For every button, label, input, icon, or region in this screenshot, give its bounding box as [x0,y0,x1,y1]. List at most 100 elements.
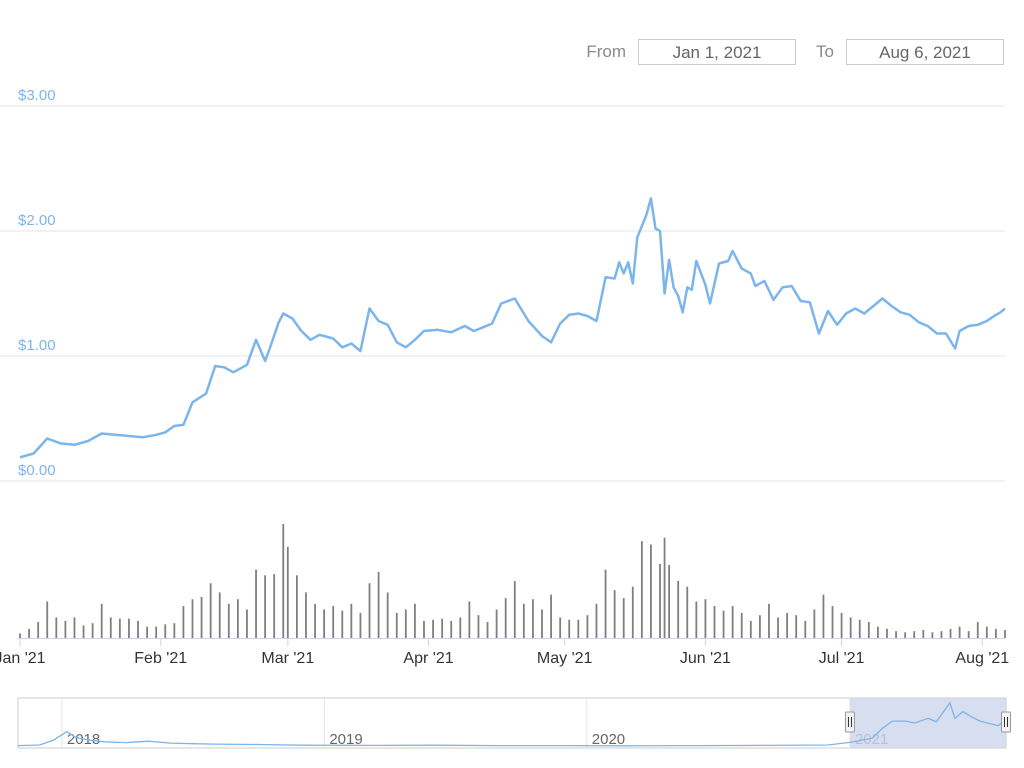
navigator-handle-left[interactable] [844,711,855,733]
volume-bar [677,581,680,638]
date-range-selector: From Jan 1, 2021 To Aug 6, 2021 [586,38,1004,66]
volume-bar [314,603,316,638]
volume-bar [28,628,30,638]
volume-bar [640,541,643,638]
volume-bar [804,620,807,638]
volume-bar [191,599,194,638]
volume-bar [146,626,148,638]
volume-bar [532,599,534,638]
volume-bar [522,603,525,638]
volume-bar [840,612,843,638]
volume-bar [663,537,666,638]
volume-bar [305,592,307,638]
volume-bar [323,609,326,638]
volume-bar [109,617,112,638]
volume-bar [414,603,416,638]
volume-bar [877,626,879,638]
y-tick-label: $3.00 [18,87,56,104]
volume-bar [886,628,888,638]
volume-bar [332,606,335,638]
volume-bar [128,618,130,638]
volume-bar [595,603,598,638]
volume-bar [264,575,267,638]
volume-bar [867,622,870,638]
navigator-line [17,701,1007,747]
volume-bar [695,601,698,638]
volume-bar [722,610,725,638]
volume-bar [432,619,434,638]
volume-bar [758,615,761,638]
volume-bar [613,590,616,638]
volume-bar [441,618,444,638]
volume-bar [604,569,607,638]
volume-bar [404,609,407,638]
navigator-selection[interactable] [849,698,1006,748]
volume-bar [118,618,121,638]
y-tick-label: $0.00 [18,462,56,479]
x-tick-label: Apr '21 [403,650,453,667]
volume-bar [368,583,371,638]
volume-bar [341,610,344,638]
volume-bar [459,617,462,638]
volume-bar [255,569,257,638]
volume-bar [200,596,203,638]
volume-bar [495,609,498,638]
x-tick-label: Feb '21 [134,650,187,667]
x-tick-label: Jan '21 [0,650,46,667]
volume-bar [586,615,589,638]
volume-bar [246,609,248,638]
volume-bar [913,631,916,638]
volume-bar [713,606,716,638]
volume-bar [786,612,789,638]
volume-bar [795,615,798,638]
volume-bar [568,619,571,638]
volume-bar [985,626,988,638]
volume-bar [273,574,276,638]
volume-bar [395,612,398,638]
x-tick-label: Mar '21 [261,650,314,667]
volume-bar [236,599,239,638]
volume-bar [295,575,298,638]
from-date-input[interactable]: Jan 1, 2021 [638,39,797,65]
volume-bar [182,606,185,638]
navigator-frame [17,697,1007,749]
volume-bar [37,622,40,638]
volume-bar [513,581,516,638]
volume-bar [1004,630,1006,638]
volume-bar [622,598,625,638]
volume-bar [768,603,770,638]
volume-bar [359,612,362,638]
volume-bar [777,617,779,638]
volume-bar [958,626,961,638]
volume-bar [922,630,925,638]
volume-bar [931,632,934,638]
volume-bar [377,571,380,638]
volume-bar [995,628,997,638]
price-line [19,197,1006,459]
volume-bar [650,544,652,638]
volume-bar [822,594,825,638]
volume-bar [976,622,979,638]
to-label: To [816,42,834,61]
volume-bar [286,546,289,638]
volume-bar [423,620,425,638]
volume-bar [686,586,689,638]
volume-bar [386,592,389,638]
volume-bar [100,603,103,638]
volume-bar [468,601,471,638]
x-tick-label: Aug '21 [955,650,1009,667]
volume-bar [749,620,752,638]
volume-bar [19,633,21,638]
volume-bar [477,615,480,638]
volume-bar [967,631,970,638]
to-date-input[interactable]: Aug 6, 2021 [846,39,1004,65]
navigator-handle-right[interactable] [1001,711,1011,733]
volume-bar [559,617,562,638]
volume-bar [740,612,743,638]
volume-bar [704,599,707,638]
volume-bar [858,619,861,638]
volume-bar [282,524,285,638]
volume-bar [155,626,158,638]
volume-bar [904,632,907,638]
